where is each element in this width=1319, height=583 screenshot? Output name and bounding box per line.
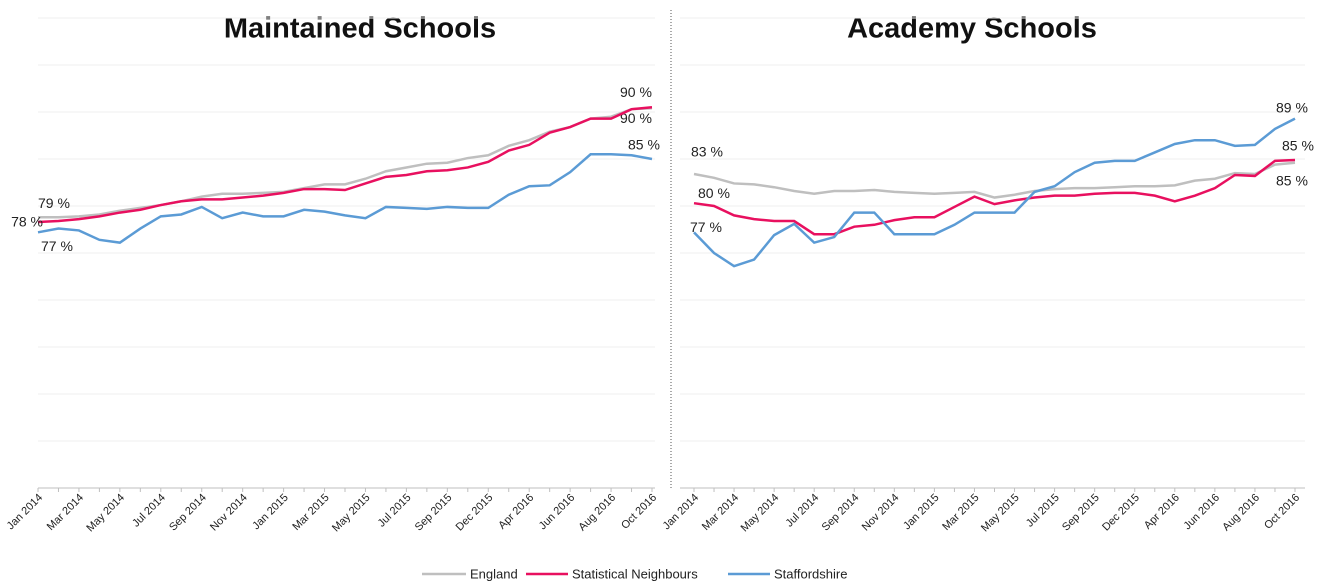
x-tick-label: Jul 2015 <box>1024 492 1062 530</box>
x-tick-label: Sep 2014 <box>167 492 209 534</box>
x-tick-label: Jan 2014 <box>5 492 45 532</box>
value-label: 90 % <box>620 110 652 126</box>
x-tick-label: Nov 2014 <box>860 492 902 534</box>
value-label: 83 % <box>691 144 723 160</box>
series-line <box>693 117 1296 268</box>
x-tick-label: Apr 2016 <box>1142 492 1182 532</box>
value-label: 78 % <box>11 214 43 230</box>
series-line <box>37 106 653 224</box>
x-tick-label: Dec 2015 <box>454 492 496 534</box>
x-tick-label: Mar 2015 <box>290 492 331 533</box>
chart-title: Maintained Schools <box>224 13 496 45</box>
value-label: 85 % <box>1276 172 1308 188</box>
x-tick-label: Sep 2015 <box>1060 492 1102 534</box>
chart-title: Academy Schools <box>847 13 1097 45</box>
value-label: 89 % <box>1276 99 1308 115</box>
x-tick-label: Jan 2015 <box>901 492 941 532</box>
x-tick-label: Jul 2014 <box>130 492 168 530</box>
value-label: 79 % <box>38 195 70 211</box>
x-tick-label: Jul 2014 <box>783 492 821 530</box>
x-tick-label: May 2014 <box>739 492 782 535</box>
x-tick-label: Aug 2016 <box>1220 492 1262 534</box>
legend-label: Statistical Neighbours <box>572 566 698 581</box>
x-tick-label: Jul 2015 <box>376 492 414 530</box>
x-tick-label: Sep 2015 <box>413 492 455 534</box>
x-tick-label: Jun 2016 <box>537 492 577 532</box>
value-label: 80 % <box>698 185 730 201</box>
x-tick-label: Jan 2015 <box>250 492 290 532</box>
x-tick-label: Nov 2014 <box>208 492 250 534</box>
series-line <box>37 153 653 244</box>
x-tick-label: May 2014 <box>84 492 127 535</box>
value-label: 85 % <box>1282 138 1314 154</box>
legend-label: England <box>470 566 518 581</box>
x-tick-label: Apr 2016 <box>496 492 536 532</box>
x-tick-label: Sep 2014 <box>820 492 862 534</box>
value-label: 77 % <box>690 219 722 235</box>
x-tick-label: Oct 2016 <box>1262 492 1302 532</box>
value-label: 85 % <box>628 137 660 153</box>
x-tick-label: Mar 2014 <box>700 492 741 533</box>
x-tick-label: Aug 2016 <box>576 492 618 534</box>
series-line <box>38 106 653 219</box>
x-tick-label: Mar 2014 <box>45 492 86 533</box>
value-label: 90 % <box>620 84 652 100</box>
x-tick-label: May 2015 <box>979 492 1022 535</box>
x-tick-label: Jun 2016 <box>1182 492 1222 532</box>
x-tick-label: May 2015 <box>330 492 373 535</box>
legend-label: Staffordshire <box>774 566 847 581</box>
series-line <box>693 161 1296 199</box>
x-tick-label: Jan 2014 <box>661 492 701 532</box>
series-line <box>693 158 1296 236</box>
x-tick-label: Dec 2015 <box>1100 492 1142 534</box>
value-label: 77 % <box>41 238 73 254</box>
x-tick-label: Mar 2015 <box>940 492 981 533</box>
x-tick-label: Oct 2016 <box>619 492 659 532</box>
